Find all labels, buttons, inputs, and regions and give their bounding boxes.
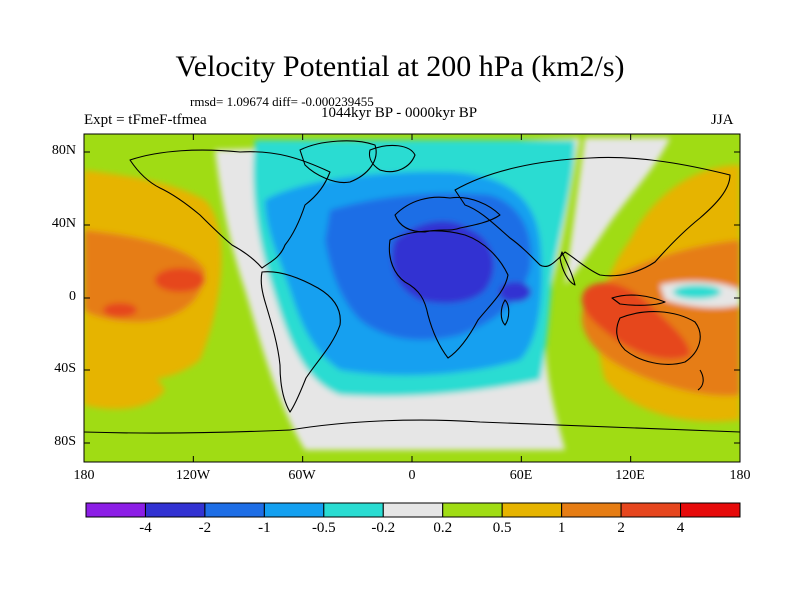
colorbar-label: 2 (617, 520, 625, 536)
colorbar-box (442, 502, 503, 518)
colorbar-box (323, 502, 384, 518)
axis-ticks (83, 134, 741, 462)
lon-label: 180 (73, 468, 95, 483)
colorbar-label: -0.2 (371, 520, 396, 536)
colorbar-label: -2 (198, 520, 212, 536)
colorbar-box (620, 502, 682, 518)
stats-line: rmsd= 1.09674 diff= -0.000239455 (190, 94, 374, 109)
lat-label: 0 (69, 289, 76, 304)
colorbar-label: -4 (139, 520, 152, 536)
lat-label: 40S (54, 361, 76, 376)
lon-label: 0 (408, 468, 416, 483)
colorbar-box (85, 502, 146, 518)
colorbar-box (144, 502, 206, 518)
colorbar-box (263, 502, 325, 518)
season-label: JJA (711, 112, 734, 128)
lon-label: 60W (288, 468, 316, 483)
colorbar (85, 502, 741, 518)
colorbar-label: -0.5 (311, 520, 336, 536)
colorbar-label: 4 (676, 520, 685, 536)
coastlines (84, 140, 740, 434)
lat-label: 80S (54, 434, 76, 449)
colorbar-label: 0.2 (433, 520, 453, 536)
colorbar-label: -1 (258, 520, 271, 536)
colorbar-box (204, 502, 265, 518)
lon-label: 120W (175, 468, 211, 483)
colorbar-box (501, 502, 563, 518)
colorbar-label: 0.5 (492, 520, 512, 536)
colorbar-label: 1 (557, 520, 566, 536)
period-label: 1044kyr BP - 0000kyr BP (321, 105, 478, 121)
colorbar-box (382, 502, 444, 518)
lon-label: 180 (729, 468, 751, 483)
plot-title: Velocity Potential at 200 hPa (km2/s) (175, 50, 625, 83)
lat-label: 80N (51, 143, 76, 158)
experiment-label: Expt = tFmeF-tfmea (84, 112, 207, 128)
lon-label: 60E (509, 468, 533, 483)
lon-label: 120E (615, 468, 645, 483)
colorbar-box (680, 502, 741, 518)
lat-label: 40N (51, 216, 76, 231)
contour-field (84, 134, 740, 462)
colorbar-box (561, 502, 622, 518)
